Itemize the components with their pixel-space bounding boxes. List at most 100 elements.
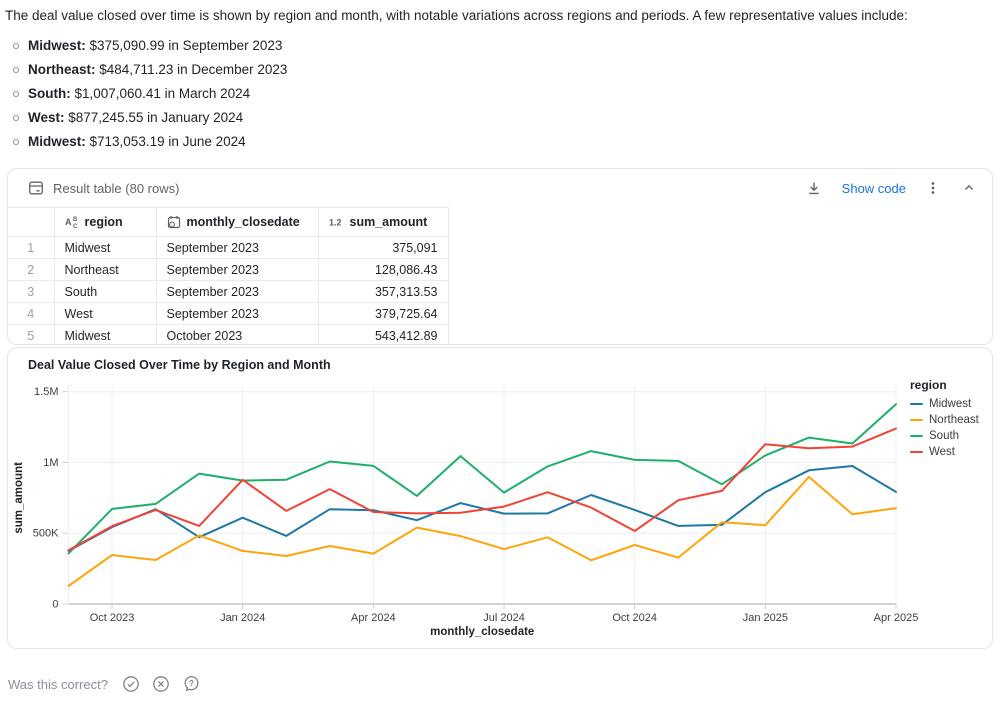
- bullet-text: West: $877,245.55 in January 2024: [28, 110, 244, 125]
- bullet-item: Midwest: $375,090.99 in September 2023: [13, 38, 287, 62]
- svg-text:500K: 500K: [33, 528, 59, 540]
- legend-label: Midwest: [929, 398, 972, 410]
- series-line-south: [67, 403, 897, 555]
- column-header-sum_amount[interactable]: 1.2 sum_amount: [317, 207, 449, 237]
- feedback-comment-button[interactable]: ?: [180, 673, 203, 695]
- cell-region: West: [53, 302, 157, 325]
- svg-text:B: B: [73, 217, 78, 223]
- chart-panel: Deal Value Closed Over Time by Region an…: [7, 347, 993, 649]
- column-label: sum_amount: [349, 215, 428, 229]
- table-row: 2 Northeast September 2023 128,086.43: [8, 258, 449, 281]
- svg-text:C: C: [73, 224, 78, 229]
- bullet-marker-icon: [13, 115, 19, 121]
- feedback-bar: Was this correct? ?: [8, 673, 203, 695]
- series-line-west: [67, 427, 897, 552]
- cell-amount: 543,412.89: [317, 324, 449, 344]
- cell-date: September 2023: [155, 236, 319, 259]
- legend-swatch-icon: [910, 402, 923, 406]
- legend-label: West: [929, 446, 955, 458]
- date-type-icon: [167, 216, 180, 229]
- legend-item: South: [910, 428, 992, 444]
- svg-text:Apr 2025: Apr 2025: [874, 612, 919, 624]
- chart-plot: Oct 2023 Jan 2024 Apr 2024 Jul 2024 Oct 2024…: [13, 386, 919, 638]
- legend-swatch-icon: [910, 434, 923, 438]
- svg-text:Jul 2024: Jul 2024: [483, 612, 525, 624]
- series-line-midwest: [67, 465, 897, 552]
- bullet-marker-icon: [13, 91, 19, 97]
- svg-text:1M: 1M: [43, 457, 58, 469]
- row-index: 2: [8, 258, 55, 281]
- cell-amount: 128,086.43: [317, 258, 449, 281]
- feedback-prompt: Was this correct?: [8, 676, 108, 692]
- column-header-monthly_closedate[interactable]: monthly_closedate: [155, 207, 319, 237]
- chart-legend: region Midwest Northeast South West: [910, 378, 992, 460]
- cell-amount: 357,313.53: [317, 280, 449, 303]
- legend-swatch-icon: [910, 450, 923, 454]
- bullet-marker-icon: [13, 43, 19, 49]
- svg-text:1.2: 1.2: [329, 218, 342, 228]
- feedback-correct-button[interactable]: [120, 673, 142, 695]
- chart-title: Deal Value Closed Over Time by Region an…: [28, 358, 331, 372]
- cell-date: September 2023: [155, 302, 319, 325]
- svg-text:0: 0: [52, 599, 58, 611]
- row-index: 1: [8, 236, 55, 259]
- table-row: 4 West September 2023 379,725.64: [8, 302, 449, 325]
- intro-paragraph: The deal value closed over time is shown…: [5, 8, 908, 23]
- collapse-button[interactable]: [960, 179, 978, 197]
- more-options-button[interactable]: [924, 178, 942, 198]
- table-row: 1 Midwest September 2023 375,091: [8, 236, 449, 259]
- legend-label: South: [929, 430, 960, 442]
- result-panel-header: Result table (80 rows) Show code: [8, 169, 992, 207]
- svg-text:monthly_closedate: monthly_closedate: [430, 626, 534, 638]
- cell-amount: 375,091: [317, 236, 449, 259]
- cell-amount: 379,725.64: [317, 302, 449, 325]
- row-index: 3: [8, 280, 55, 303]
- column-header-index: [8, 207, 55, 237]
- bullet-text: Midwest: $713,053.19 in June 2024: [28, 134, 246, 149]
- cell-region: Midwest: [53, 324, 157, 344]
- table-row: 3 South September 2023 357,313.53: [8, 280, 449, 303]
- bullet-item: South: $1,007,060.41 in March 2024: [13, 86, 287, 110]
- svg-text:1.5M: 1.5M: [34, 386, 58, 398]
- svg-text:A: A: [65, 217, 72, 227]
- table-row: 5 Midwest October 2023 543,412.89: [8, 324, 449, 344]
- bullet-text: Midwest: $375,090.99 in September 2023: [28, 38, 283, 53]
- chevron-up-icon: [965, 185, 973, 190]
- cell-region: Northeast: [53, 258, 157, 281]
- cell-date: September 2023: [155, 258, 319, 281]
- show-code-button[interactable]: Show code: [841, 180, 906, 196]
- comment-question-icon: ?: [184, 676, 199, 691]
- svg-text:?: ?: [189, 679, 194, 688]
- row-index: 4: [8, 302, 55, 325]
- cell-region: South: [53, 280, 157, 303]
- cell-region: Midwest: [53, 236, 157, 259]
- bullet-text: South: $1,007,060.41 in March 2024: [28, 86, 251, 101]
- feedback-incorrect-button[interactable]: [150, 673, 172, 695]
- x-circle-icon: [153, 676, 169, 692]
- legend-title: region: [910, 378, 947, 392]
- download-icon: [808, 182, 819, 195]
- bullet-item: Northeast: $484,711.23 in December 2023: [13, 62, 287, 86]
- result-table-icon: [29, 181, 43, 195]
- bullet-text: Northeast: $484,711.23 in December 2023: [28, 62, 288, 77]
- result-table-panel: Result table (80 rows) Show code: [7, 168, 993, 345]
- kebab-menu-icon: [931, 182, 935, 194]
- svg-text:Jan 2024: Jan 2024: [220, 612, 265, 624]
- legend-item: West: [910, 444, 992, 460]
- text-type-icon: A BC: [65, 217, 78, 229]
- svg-text:Jan 2025: Jan 2025: [743, 612, 788, 624]
- bullet-item: Midwest: $713,053.19 in June 2024: [13, 134, 287, 158]
- legend-swatch-icon: [910, 418, 923, 422]
- legend-item: Northeast: [910, 412, 992, 428]
- bullet-list: Midwest: $375,090.99 in September 2023 No…: [13, 38, 287, 158]
- column-label: region: [84, 215, 123, 229]
- bullet-marker-icon: [13, 139, 19, 145]
- svg-text:sum_amount: sum_amount: [13, 462, 25, 534]
- number-type-icon: 1.2: [329, 218, 342, 228]
- cell-date: October 2023: [155, 324, 319, 344]
- row-index: 5: [8, 324, 55, 344]
- svg-text:Oct 2024: Oct 2024: [612, 612, 657, 624]
- download-button[interactable]: [804, 178, 824, 198]
